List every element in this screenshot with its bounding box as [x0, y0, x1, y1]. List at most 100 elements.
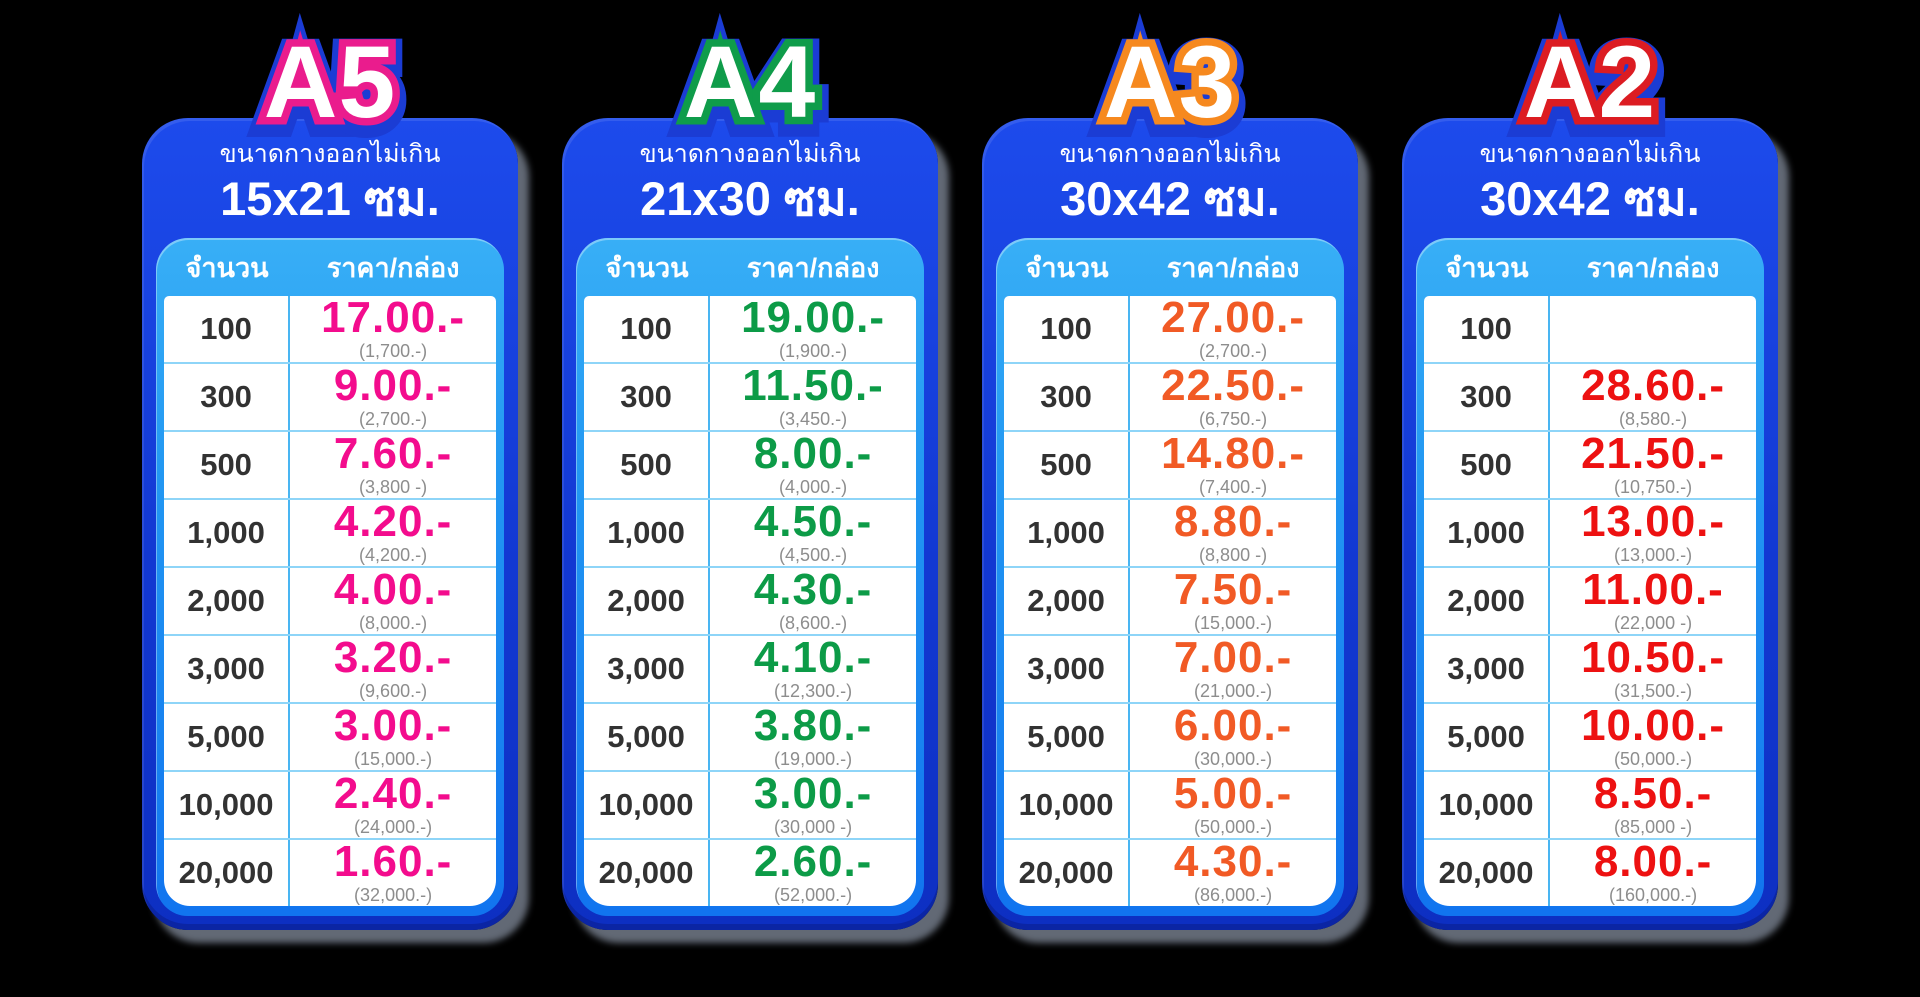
- price-cell: 7.60.- (3,800 -): [290, 432, 496, 498]
- price-cell: 11.00.- (22,000 -): [1550, 568, 1756, 634]
- price-per-box: 22.50.-: [1161, 361, 1306, 410]
- card-size: 30x42 ซม.: [1480, 172, 1700, 225]
- table-row: 10,000 3.00.- (30,000 -): [584, 770, 916, 838]
- table-row: 100 27.00.- (2,700.-): [1004, 296, 1336, 362]
- qty-cell: 20,000: [1004, 840, 1131, 906]
- card-title: A2: [1402, 26, 1778, 148]
- table-row: 500 7.60.- (3,800 -): [164, 430, 496, 498]
- qty-cell: 100: [164, 296, 291, 362]
- card-body: ขนาดกางออกไม่เกิน 21x30 ซม. จำนวน ราคา/ก…: [562, 118, 938, 930]
- price-card-a2: A2 ขนาดกางออกไม่เกิน 30x42 ซม. จำนวน ราค…: [1402, 26, 1778, 930]
- qty-cell: 2,000: [164, 568, 291, 634]
- price-per-box: 3.00.-: [333, 701, 453, 750]
- card-body: ขนาดกางออกไม่เกิน 30x42 ซม. จำนวน ราคา/ก…: [1402, 118, 1778, 930]
- price-cell: 4.10.- (12,300.-): [710, 636, 916, 702]
- qty-cell: 5,000: [1424, 704, 1551, 770]
- price-per-box: 3.80.-: [753, 701, 873, 750]
- price-cell: 8.00.- (4,000.-): [710, 432, 916, 498]
- table-row: 300 22.50.- (6,750.-): [1004, 362, 1336, 430]
- table-row: 5,000 10.00.- (50,000.-): [1424, 702, 1756, 770]
- total-price: (4,200.-): [359, 545, 428, 565]
- table-row: 1,000 8.80.- (8,800 -): [1004, 498, 1336, 566]
- price-per-box: 8.00.-: [1593, 837, 1713, 886]
- total-price: (4,500.-): [779, 545, 848, 565]
- total-price: (52,000.-): [774, 885, 853, 905]
- table-body: 100 17.00.- (1,700.-) 300 9.00.- (2,700.…: [164, 296, 496, 906]
- card-body: ขนาดกางออกไม่เกิน 15x21 ซม. จำนวน ราคา/ก…: [142, 118, 518, 930]
- total-price: (2,700.-): [1199, 341, 1268, 361]
- qty-cell: 300: [584, 364, 711, 430]
- total-price: (1,700.-): [359, 341, 428, 361]
- total-price: (32,000.-): [354, 885, 433, 905]
- price-per-box: 9.00.-: [333, 361, 453, 410]
- price-per-box: 8.50.-: [1593, 769, 1713, 818]
- qty-column-header: จำนวน: [185, 252, 269, 283]
- price-cell: 4.50.- (4,500.-): [710, 500, 916, 566]
- price-per-box: 13.00.-: [1581, 497, 1726, 546]
- total-price: (7,400.-): [1199, 477, 1268, 497]
- card-size: 30x42 ซม.: [1060, 172, 1280, 225]
- total-price: (50,000.-): [1614, 749, 1693, 769]
- qty-cell: 1,000: [584, 500, 711, 566]
- qty-cell: 3,000: [164, 636, 291, 702]
- qty-cell: 5,000: [164, 704, 291, 770]
- total-price: (8,580.-): [1619, 409, 1688, 429]
- card-size: 21x30 ซม.: [640, 172, 860, 225]
- table-row: 3,000 7.00.- (21,000.-): [1004, 634, 1336, 702]
- total-price: (3,450.-): [779, 409, 848, 429]
- price-per-box: 10.00.-: [1581, 701, 1726, 750]
- qty-column-header: จำนวน: [1445, 252, 1529, 283]
- price-cell: 3.20.- (9,600.-): [290, 636, 496, 702]
- qty-cell: 10,000: [1424, 772, 1551, 838]
- qty-cell: 300: [164, 364, 291, 430]
- price-column-header: ราคา/กล่อง: [746, 252, 880, 283]
- price-per-box: 11.00.-: [1582, 565, 1724, 614]
- card-size: 15x21 ซม.: [220, 172, 440, 225]
- price-table: จำนวน ราคา/กล่อง 100 17.00.- (1,700.-) 3…: [156, 238, 504, 916]
- total-price: (160,000.-): [1609, 885, 1698, 905]
- qty-cell: 100: [1424, 296, 1551, 362]
- price-per-box: 7.00.-: [1173, 633, 1293, 682]
- price-per-box: 8.80.-: [1173, 497, 1293, 546]
- table-row: 20,000 8.00.- (160,000.-): [1424, 838, 1756, 906]
- price-per-box: 2.60.-: [753, 837, 873, 886]
- table-row: 2,000 7.50.- (15,000.-): [1004, 566, 1336, 634]
- table-row: 2,000 4.00.- (8,000.-): [164, 566, 496, 634]
- qty-cell: 1,000: [164, 500, 291, 566]
- price-cell: 4.30.- (86,000.-): [1130, 840, 1336, 906]
- total-price: (30,000 -): [774, 817, 853, 837]
- qty-column-header: จำนวน: [1025, 252, 1109, 283]
- table-row: 300 28.60.- (8,580.-): [1424, 362, 1756, 430]
- table-row: 3,000 10.50.- (31,500.-): [1424, 634, 1756, 702]
- qty-cell: 100: [1004, 296, 1131, 362]
- qty-cell: 20,000: [164, 840, 291, 906]
- price-per-box: 3.00.-: [753, 769, 873, 818]
- card-title: A3: [982, 26, 1358, 148]
- price-per-box: 4.30.-: [1173, 837, 1293, 886]
- total-price: (85,000 -): [1614, 817, 1693, 837]
- price-per-box: 19.00.-: [741, 296, 886, 342]
- qty-cell: 5,000: [1004, 704, 1131, 770]
- total-price: (12,300.-): [774, 681, 853, 701]
- qty-cell: 2,000: [1004, 568, 1131, 634]
- price-cell: [1550, 296, 1756, 362]
- price-cell: 27.00.- (2,700.-): [1130, 296, 1336, 362]
- qty-cell: 100: [584, 296, 711, 362]
- price-per-box: 27.00.-: [1161, 296, 1306, 342]
- price-per-box: 28.60.-: [1581, 361, 1726, 410]
- price-cell: 2.60.- (52,000.-): [710, 840, 916, 906]
- price-cell: 19.00.- (1,900.-): [710, 296, 916, 362]
- card-title: A4: [562, 26, 938, 148]
- total-price: (8,600.-): [779, 613, 848, 633]
- price-cell: 3.00.- (15,000.-): [290, 704, 496, 770]
- table-row: 500 8.00.- (4,000.-): [584, 430, 916, 498]
- price-per-box: 14.80.-: [1161, 429, 1306, 478]
- price-cell: 3.00.- (30,000 -): [710, 772, 916, 838]
- card-title-text: A3: [1103, 25, 1237, 139]
- qty-cell: 2,000: [1424, 568, 1551, 634]
- total-price: (1,900.-): [779, 341, 848, 361]
- total-price: (4,000.-): [779, 477, 848, 497]
- price-column-header: ราคา/กล่อง: [1166, 252, 1300, 283]
- table-row: 10,000 5.00.- (50,000.-): [1004, 770, 1336, 838]
